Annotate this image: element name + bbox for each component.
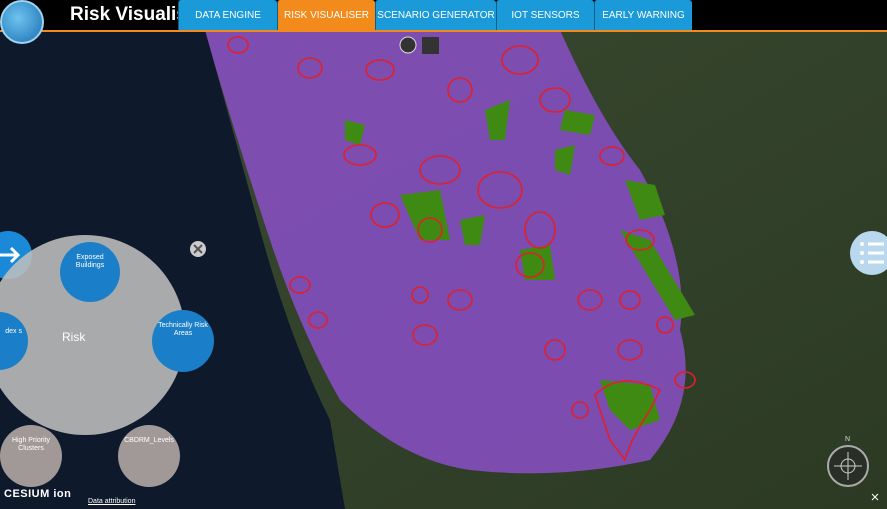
cesium-logo: CESIUM ion [4,488,72,500]
radial-menu-item[interactable]: Exposed Buildings [60,242,120,302]
globe-button[interactable] [399,36,439,54]
nav-tab[interactable]: RISK VISUALISER [277,0,375,30]
data-attribution[interactable]: Data attribution [88,498,136,505]
layers-menu-button[interactable] [850,231,887,275]
nav-tab[interactable]: DATA ENGINE [178,0,277,30]
cluster-outlines [227,36,696,462]
logo[interactable] [0,0,44,44]
nav-tab[interactable]: EARLY WARNING [594,0,692,30]
radial-menu-item[interactable]: CBDRM_Levels [118,425,180,487]
compass[interactable] [827,445,869,487]
radial-menu-item[interactable]: High Priority Clusters [0,425,62,487]
fullscreen-button[interactable] [871,493,879,501]
radial-menu-item[interactable]: Technically Risk Areas [152,310,214,372]
close-button[interactable] [190,241,206,257]
nav-tab[interactable]: IOT SENSORS [496,0,594,30]
app-title: Risk Visualis [70,4,178,25]
nav-tab[interactable]: SCENARIO GENERATOR [375,0,496,30]
compass-north: N [845,436,851,443]
radial-menu-center: Risk [62,330,86,344]
exposure-layer [205,30,686,474]
